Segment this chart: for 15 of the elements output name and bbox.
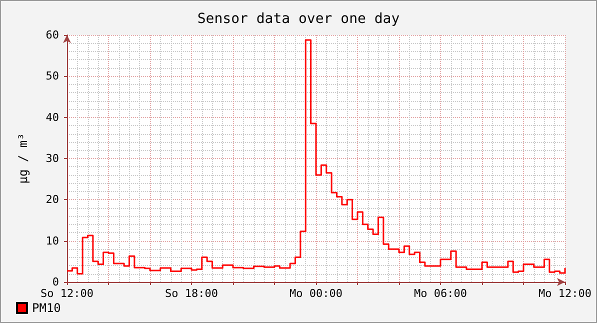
y-tick-label: 40 [46, 110, 59, 124]
y-tick-label: 50 [46, 70, 59, 83]
x-tick-label: Mo 00:00 [290, 287, 342, 300]
x-tick-label: Mo 06:00 [414, 287, 467, 300]
y-axis-title: µg / m³ [16, 133, 30, 184]
legend-label: PM10 [32, 301, 61, 315]
x-tick-label: So 12:00 [40, 287, 94, 300]
x-tick-label: So 18:00 [165, 287, 218, 300]
y-tick-label: 30 [46, 152, 59, 165]
y-tick-label: 20 [46, 193, 59, 206]
y-tick-label: 0 [52, 276, 59, 288]
x-tick-label: Mo 12:00 [538, 287, 592, 300]
chart-title: Sensor data over one day [197, 11, 400, 27]
y-tick-label: 10 [46, 234, 59, 248]
y-tick-label: 60 [46, 28, 59, 42]
